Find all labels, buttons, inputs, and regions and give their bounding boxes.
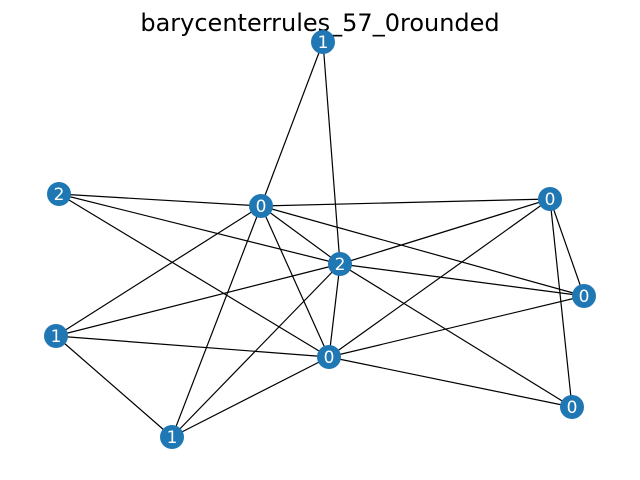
node-circle bbox=[317, 345, 341, 369]
node-label: 2 bbox=[335, 255, 346, 275]
edge-n1-n4 bbox=[58, 193, 341, 265]
edge-n4-n9 bbox=[171, 263, 341, 438]
edge-n3-n7 bbox=[328, 198, 551, 358]
edge-n2-n9 bbox=[171, 205, 262, 438]
node-label: 1 bbox=[51, 327, 62, 347]
edge-n7-n9 bbox=[171, 356, 330, 438]
edge-n5-n7 bbox=[328, 295, 585, 358]
node-n5: 0 bbox=[572, 284, 596, 308]
node-label: 2 bbox=[54, 185, 65, 205]
edge-n7-n8 bbox=[328, 356, 573, 408]
node-n1: 2 bbox=[47, 182, 71, 206]
edge-n6-n7 bbox=[55, 335, 330, 358]
node-label: 0 bbox=[324, 348, 335, 368]
edge-n4-n5 bbox=[339, 263, 585, 297]
node-label: 0 bbox=[567, 398, 578, 418]
node-circle bbox=[560, 395, 584, 419]
node-n8: 0 bbox=[560, 395, 584, 419]
edge-n2-n5 bbox=[260, 205, 585, 297]
edge-n4-n8 bbox=[339, 263, 573, 408]
edge-n3-n8 bbox=[549, 198, 573, 408]
node-n4: 2 bbox=[328, 252, 352, 276]
node-circle bbox=[572, 284, 596, 308]
node-label: 0 bbox=[545, 190, 556, 210]
edge-n2-n6 bbox=[55, 205, 262, 337]
edge-n2-n4 bbox=[260, 205, 341, 265]
edge-n0-n2 bbox=[260, 41, 324, 207]
edge-n1-n7 bbox=[58, 193, 330, 358]
node-circle bbox=[311, 30, 335, 54]
node-circle bbox=[44, 324, 68, 348]
edge-n2-n7 bbox=[260, 205, 330, 358]
node-n7: 0 bbox=[317, 345, 341, 369]
edge-n1-n2 bbox=[58, 193, 262, 207]
node-circle bbox=[160, 425, 184, 449]
edge-n3-n5 bbox=[549, 198, 585, 297]
node-circle bbox=[249, 194, 273, 218]
node-circle bbox=[47, 182, 71, 206]
edge-layer bbox=[55, 41, 585, 438]
node-label: 0 bbox=[256, 197, 267, 217]
node-n3: 0 bbox=[538, 187, 562, 211]
edge-n3-n4 bbox=[339, 198, 551, 265]
node-circle bbox=[538, 187, 562, 211]
node-n0: 1 bbox=[311, 30, 335, 54]
node-label: 1 bbox=[167, 428, 178, 448]
node-n2: 0 bbox=[249, 194, 273, 218]
node-label: 0 bbox=[579, 287, 590, 307]
edge-n0-n4 bbox=[322, 41, 341, 265]
node-n6: 1 bbox=[44, 324, 68, 348]
node-layer: 1 2 0 0 2 0 1 0 0 1 bbox=[44, 30, 596, 449]
edge-n2-n3 bbox=[260, 198, 551, 207]
edge-n4-n7 bbox=[328, 263, 341, 358]
node-label: 1 bbox=[318, 33, 329, 53]
node-n9: 1 bbox=[160, 425, 184, 449]
node-circle bbox=[328, 252, 352, 276]
edge-n6-n9 bbox=[55, 335, 173, 438]
edge-n4-n6 bbox=[55, 263, 341, 337]
